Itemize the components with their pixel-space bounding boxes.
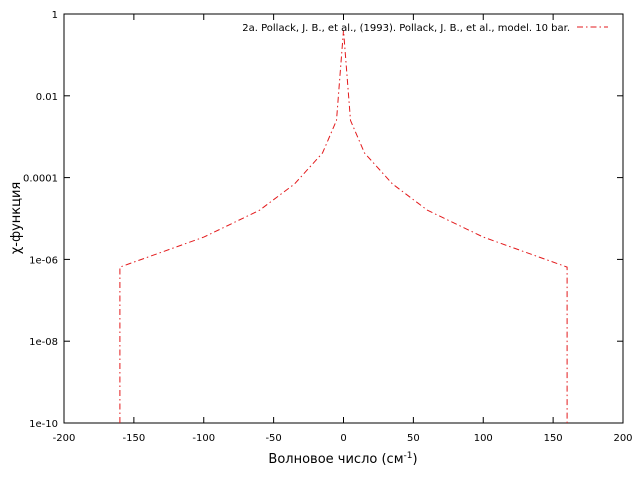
y-axis-ticks: 1e-10 1e-08 1e-06 0.0001 0.01 1 (23, 10, 623, 430)
y-tick-label: 1e-08 (29, 337, 58, 348)
x-axis-ticks: -200 -150 -100 -50 0 50 100 150 200 (53, 14, 633, 444)
series-line (119, 30, 568, 423)
y-tick-label: 1e-10 (29, 419, 58, 430)
x-tick-label: 0 (340, 433, 346, 444)
x-tick-label: 100 (474, 433, 493, 444)
y-tick-label: 0.0001 (23, 174, 58, 185)
y-tick-label: 0.01 (36, 92, 58, 103)
x-tick-label: 150 (544, 433, 563, 444)
x-tick-label: -50 (265, 433, 281, 444)
x-axis-title: Волновое число (см-1) (268, 451, 417, 467)
legend-entry-label: 2a. Pollack, J. B., et al., (1993). Poll… (242, 23, 570, 34)
legend: 2a. Pollack, J. B., et al., (1993). Poll… (242, 23, 608, 34)
y-tick-label: 1e-06 (29, 255, 58, 266)
x-tick-label: -100 (192, 433, 215, 444)
plot-frame (63, 13, 624, 424)
x-tick-label: -200 (53, 433, 76, 444)
x-tick-label: 50 (407, 433, 420, 444)
x-tick-label: 200 (613, 433, 632, 444)
y-axis-title: χ-функция (9, 182, 24, 254)
y-tick-label: 1 (52, 10, 58, 21)
x-tick-label: -150 (123, 433, 146, 444)
